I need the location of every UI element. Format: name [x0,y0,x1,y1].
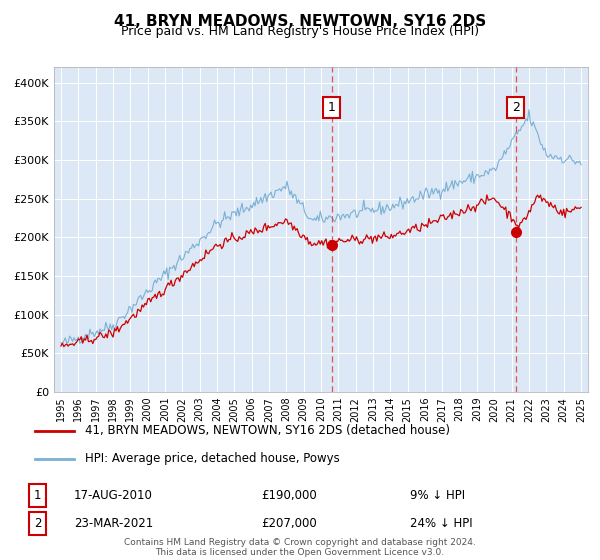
Text: Price paid vs. HM Land Registry's House Price Index (HPI): Price paid vs. HM Land Registry's House … [121,25,479,38]
Text: Contains HM Land Registry data © Crown copyright and database right 2024.
This d: Contains HM Land Registry data © Crown c… [124,538,476,557]
Text: 9% ↓ HPI: 9% ↓ HPI [410,489,466,502]
Text: 41, BRYN MEADOWS, NEWTOWN, SY16 2DS: 41, BRYN MEADOWS, NEWTOWN, SY16 2DS [114,14,486,29]
Text: 1: 1 [328,101,335,114]
Text: 17-AUG-2010: 17-AUG-2010 [74,489,152,502]
Text: £190,000: £190,000 [262,489,317,502]
Text: 1: 1 [34,489,41,502]
Text: 41, BRYN MEADOWS, NEWTOWN, SY16 2DS (detached house): 41, BRYN MEADOWS, NEWTOWN, SY16 2DS (det… [85,424,450,437]
Text: HPI: Average price, detached house, Powys: HPI: Average price, detached house, Powy… [85,452,340,465]
Text: £207,000: £207,000 [262,517,317,530]
Text: 24% ↓ HPI: 24% ↓ HPI [410,517,473,530]
Text: 2: 2 [34,517,41,530]
Text: 2: 2 [512,101,520,114]
Text: 23-MAR-2021: 23-MAR-2021 [74,517,153,530]
